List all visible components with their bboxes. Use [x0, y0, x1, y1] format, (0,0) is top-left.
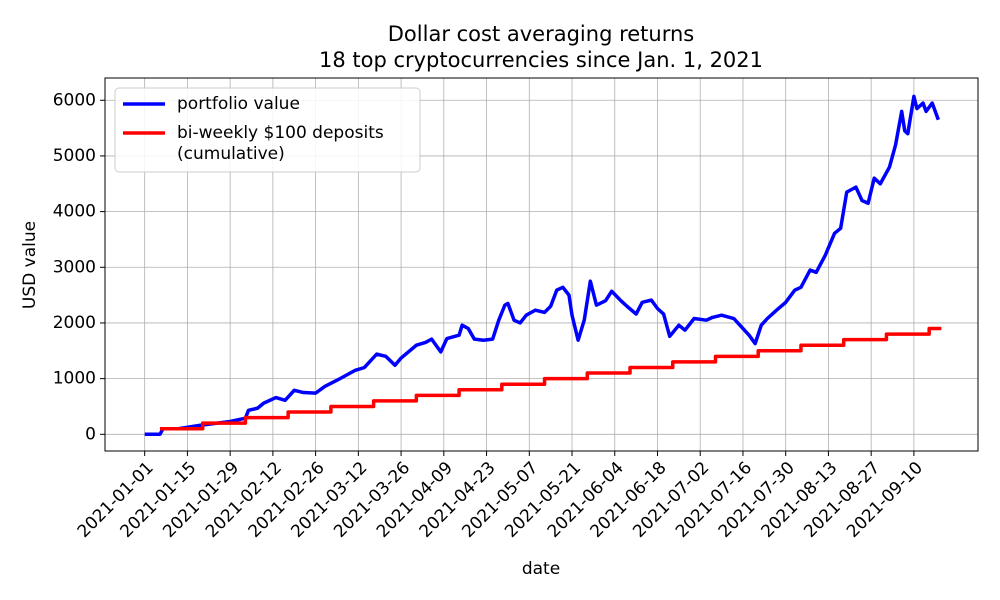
y-tick-label: 1000	[53, 369, 96, 389]
axes-frame	[104, 77, 979, 452]
chart-subtitle: 18 top cryptocurrencies since Jan. 1, 20…	[319, 48, 763, 72]
y-tick-label: 3000	[53, 257, 96, 277]
y-tick-label: 2000	[53, 313, 96, 333]
y-tick-label: 5000	[53, 146, 96, 166]
y-tick-label: 0	[85, 424, 96, 444]
series-line	[144, 94, 940, 437]
legend-label: bi-weekly $100 deposits (cumulative)	[177, 123, 384, 164]
x-axis-label: date	[522, 559, 560, 579]
legend-label: portfolio value	[177, 94, 300, 114]
legend-frame	[114, 87, 421, 173]
chart-title: Dollar cost averaging returns	[388, 22, 694, 46]
y-tick-label: 4000	[53, 202, 96, 222]
series-line	[159, 326, 942, 431]
y-tick-label: 6000	[53, 90, 96, 110]
y-axis-label: USD value	[20, 221, 40, 309]
legend: portfolio value bi-weekly $100 deposits (c…	[114, 87, 421, 173]
